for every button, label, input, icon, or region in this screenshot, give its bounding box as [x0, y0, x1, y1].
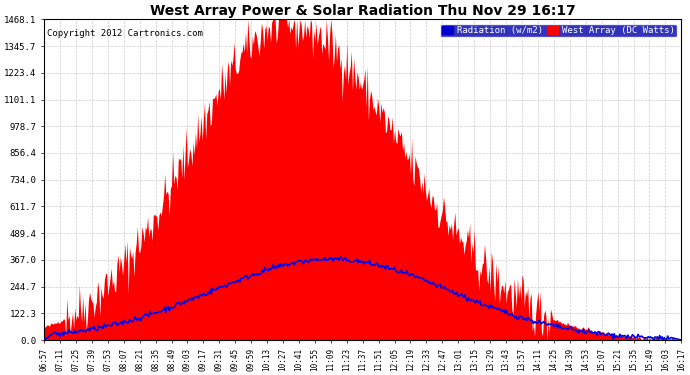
Text: Copyright 2012 Cartronics.com: Copyright 2012 Cartronics.com	[47, 29, 203, 38]
Legend: Radiation (w/m2), West Array (DC Watts): Radiation (w/m2), West Array (DC Watts)	[440, 24, 677, 38]
Title: West Array Power & Solar Radiation Thu Nov 29 16:17: West Array Power & Solar Radiation Thu N…	[150, 4, 575, 18]
